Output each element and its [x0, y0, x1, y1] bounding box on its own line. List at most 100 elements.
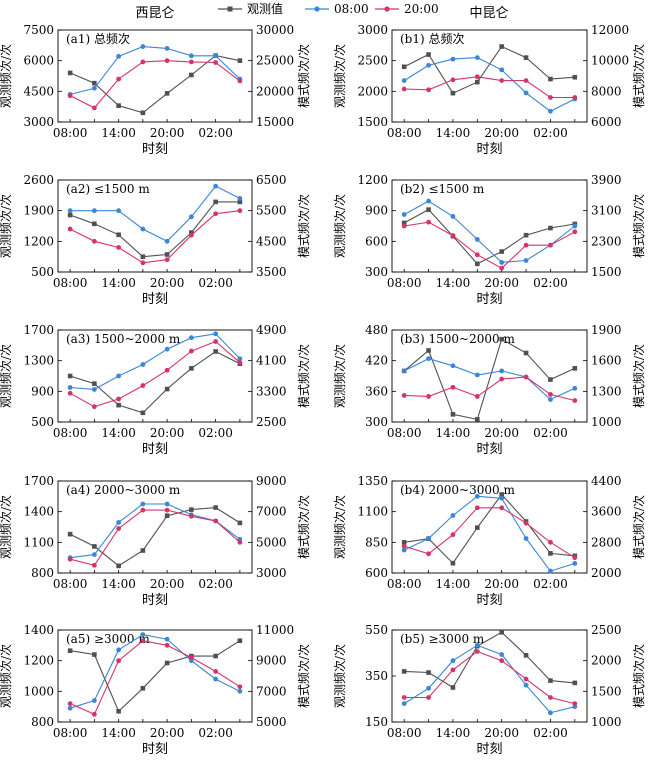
data-point [548, 242, 553, 248]
data-point [67, 385, 73, 390]
y-axis-label: 观测频次/次 [0, 644, 13, 708]
y-tick-label: 1400 [23, 505, 54, 519]
x-tick-label: 02:00 [533, 726, 568, 740]
data-point [450, 56, 456, 62]
y2-axis-label: 模式频次/次 [632, 194, 646, 258]
series-line [403, 200, 576, 263]
data-point [116, 396, 122, 402]
data-point [499, 495, 505, 501]
series-line [69, 634, 241, 709]
data-point [572, 398, 578, 403]
y-tick-label: 1300 [23, 354, 54, 368]
data-point [213, 199, 218, 205]
data-point [450, 685, 456, 690]
data-point [548, 710, 553, 716]
data-point [474, 493, 480, 499]
x-tick-label: 08:00 [387, 126, 422, 140]
data-point [426, 348, 431, 353]
data-point [67, 93, 73, 99]
data-point [572, 229, 578, 235]
y2-tick-label: 15000 [256, 115, 294, 129]
series-line [69, 60, 241, 109]
x-axis-label: 时刻 [142, 742, 168, 757]
data-point [140, 44, 146, 49]
y2-tick-label: 30000 [256, 23, 294, 37]
series-line [404, 221, 576, 269]
data-point [548, 397, 553, 402]
series-line [403, 57, 576, 112]
data-point [499, 658, 505, 664]
data-point [237, 356, 243, 362]
y2-tick-label: 6000 [591, 115, 622, 129]
y2-tick-label: 12000 [591, 23, 629, 37]
x-tick-label: 14:00 [101, 126, 136, 140]
data-point [572, 223, 578, 229]
data-point [572, 701, 578, 706]
y-tick-label: 2000 [357, 84, 388, 98]
x-tick-label: 20:00 [150, 126, 185, 140]
x-tick-label: 08:00 [53, 577, 88, 591]
legend-label: 08:00 [334, 2, 369, 16]
y-tick-label: 350 [365, 669, 388, 683]
data-point [188, 335, 194, 341]
data-point [474, 55, 480, 60]
y-tick-label: 900 [365, 204, 388, 218]
x-tick-label: 14:00 [436, 426, 471, 440]
data-point [401, 540, 407, 545]
series-line [69, 201, 240, 258]
y-axis-label: 观测频次/次 [0, 495, 13, 559]
data-point [401, 543, 407, 549]
y-tick-label: 1200 [357, 173, 388, 187]
y2-axis-label: 模式频次/次 [632, 44, 646, 108]
data-point [523, 536, 529, 541]
y-tick-label: 7500 [23, 23, 54, 37]
data-point [67, 531, 73, 537]
data-point [237, 360, 243, 365]
col-title-west: 西昆仑 [135, 6, 174, 21]
x-tick-label: 08:00 [53, 276, 88, 290]
y-tick-label: 1900 [23, 204, 54, 218]
x-tick-label: 08:00 [387, 426, 422, 440]
data-point [499, 67, 505, 73]
x-tick-label: 08:00 [387, 276, 422, 290]
data-point [548, 377, 553, 382]
data-point [523, 520, 529, 526]
series-line [69, 210, 240, 264]
col-title-central: 中昆仑 [469, 6, 508, 21]
plot-frame [57, 329, 253, 423]
y-tick-label: 3000 [23, 115, 54, 129]
plot-frame [391, 329, 588, 423]
data-point [189, 230, 194, 235]
legend-marker [314, 6, 320, 12]
data-point [523, 653, 529, 658]
panel-title: (a4) 2000~3000 m [66, 483, 181, 497]
x-axis-label: 时刻 [476, 292, 502, 307]
data-point [116, 53, 122, 59]
data-point [426, 87, 431, 93]
panel-a2: 500 1200 1900 2600 3500 4500 5500 6500 08:00 14:0… [0, 173, 311, 307]
panels: 3000 4500 6000 7500 15000 20000 25000 30000 08:0… [0, 23, 646, 757]
data-point [499, 265, 505, 271]
data-point [523, 78, 529, 83]
panel-title: (b3) 1500~2000 m [400, 332, 515, 346]
panel-b5: 150 350 550 1000 1500 2000 2500 08:00 14:00 20:00… [333, 623, 646, 757]
legend-marker [227, 6, 233, 12]
y-tick-label: 500 [31, 265, 54, 279]
y-axis-label: 观测频次/次 [0, 44, 13, 108]
data-point [116, 232, 121, 238]
legend: 观测值 08:00 20:00 [218, 1, 439, 16]
x-tick-label: 08:00 [387, 577, 422, 591]
series-line [69, 340, 241, 408]
data-point [499, 492, 504, 497]
data-point [450, 77, 456, 83]
y2-tick-label: 2500 [256, 415, 287, 429]
data-point [474, 372, 480, 378]
data-point [548, 568, 553, 574]
y-axis-label: 观测频次/次 [333, 194, 347, 258]
data-point [188, 513, 194, 519]
data-point [67, 373, 73, 379]
data-point [188, 214, 194, 220]
data-point [237, 196, 243, 201]
data-point [474, 252, 480, 258]
